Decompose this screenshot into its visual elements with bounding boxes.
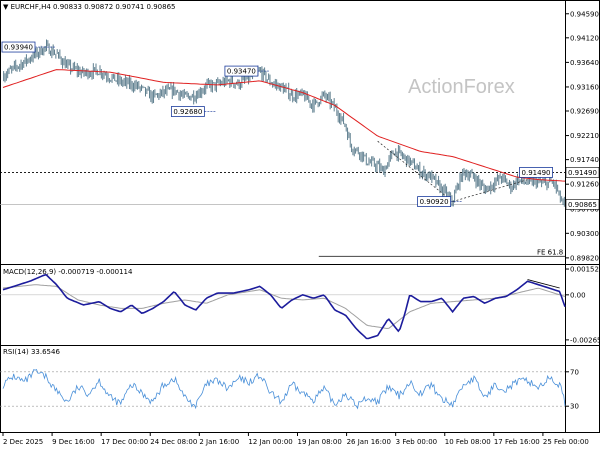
x-tick-label: 19 Jan 08:00 — [297, 438, 341, 446]
rsi-y-tick-label: 70 — [570, 368, 579, 376]
annotation-label: 0.92680 — [173, 108, 202, 116]
y-tick-label: 0.94120 — [570, 34, 599, 42]
x-tick-label: 9 Dec 16:00 — [52, 438, 95, 446]
rsi-y-tick-label: 30 — [570, 403, 579, 411]
y-tick-label: 0.89820 — [570, 254, 599, 262]
y-tick-label: 0.92690 — [570, 108, 599, 116]
annotation-box — [170, 106, 205, 117]
x-tick-label: 2 Jan 16:00 — [199, 438, 239, 446]
current-price-box — [565, 199, 600, 210]
x-tick-label: 3 Feb 00:00 — [396, 438, 437, 446]
macd-signal-line — [2, 284, 566, 330]
y-tick-label: 0.93160 — [570, 83, 599, 91]
level-price-label: 0.91490 — [568, 169, 597, 177]
trendline — [377, 140, 453, 202]
x-tick-label: 24 Dec 08:00 — [150, 438, 197, 446]
collapse-triangle-icon: ▼ — [3, 3, 11, 11]
y-tick-label: 0.93640 — [570, 59, 599, 67]
annotation-label: 0.93470 — [227, 68, 256, 76]
macd-panel: MACD(12,26,9) -0.000719 -0.000114 0.00152… — [0, 266, 600, 344]
macd-divergence-line — [527, 279, 560, 289]
watermark: ActionForex — [408, 76, 515, 98]
y-tick-label: 0.94590 — [570, 10, 599, 18]
time-axis: 2 Dec 2025 9 Dec 16:00 17 Dec 00:00 24 Dec … — [2, 432, 589, 446]
rsi-line — [2, 368, 566, 410]
current-price-label: 0.90865 — [568, 201, 597, 209]
x-tick-label: 17 Feb 16:00 — [494, 438, 540, 446]
level-price-box — [565, 167, 600, 178]
macd-y-tick-label: 0.001522 — [570, 266, 600, 274]
macd-y-tick-label: 0.00 — [570, 291, 586, 299]
annotation-label: 0.90920 — [420, 198, 449, 206]
x-tick-label: 2 Dec 2025 — [3, 438, 43, 446]
x-tick-label: 25 Feb 00:00 — [543, 438, 589, 446]
annotation-box — [224, 65, 259, 77]
fib-label: FE 61.8 — [537, 248, 563, 256]
annotation-box — [1, 41, 36, 53]
chart-frame — [0, 0, 600, 433]
y-tick-label: 0.90300 — [570, 230, 599, 238]
rsi-title: RSI(14) 33.6546 — [3, 348, 60, 356]
y-tick-label: 0.91740 — [570, 156, 599, 164]
x-tick-label: 26 Jan 16:00 — [347, 438, 391, 446]
macd-line — [2, 273, 566, 340]
x-tick-label: 12 Jan 00:00 — [248, 438, 292, 446]
moving-average-line — [2, 69, 566, 182]
symbol-label: EURCHF,H4 — [11, 3, 52, 11]
y-tick-label: 0.92210 — [570, 132, 599, 140]
macd-title: MACD(12,26,9) -0.000719 -0.000114 — [3, 268, 133, 276]
ohlc-values: 0.90833 0.90872 0.90741 0.90865 — [53, 3, 175, 11]
macd-y-tick-label: -0.002657 — [570, 336, 600, 344]
trendline — [452, 179, 528, 202]
annotation-box — [519, 167, 553, 178]
chart-header: ▼ EURCHF,H4 0.90833 0.90872 0.90741 0.90… — [3, 3, 176, 11]
price-panel: 0.94590 0.94120 0.93640 0.93160 0.92690 0.922… — [0, 10, 600, 262]
annotation-label: 0.93940 — [4, 44, 33, 52]
x-tick-label: 17 Dec 00:00 — [101, 438, 148, 446]
y-tick-label: 0.91260 — [570, 181, 599, 189]
annotation-box — [417, 196, 452, 207]
annotation-label: 0.91490 — [522, 169, 551, 177]
x-tick-label: 10 Feb 08:00 — [445, 438, 491, 446]
rsi-panel: RSI(14) 33.6546 70 30 — [0, 348, 579, 411]
